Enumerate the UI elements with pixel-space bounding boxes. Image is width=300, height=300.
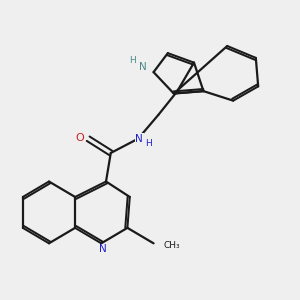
Text: N: N [139, 62, 147, 72]
Text: O: O [76, 133, 84, 142]
Text: N: N [99, 244, 106, 254]
Text: CH₃: CH₃ [163, 241, 180, 250]
Text: H: H [146, 139, 152, 148]
Text: H: H [129, 56, 136, 65]
Text: N: N [135, 134, 143, 144]
